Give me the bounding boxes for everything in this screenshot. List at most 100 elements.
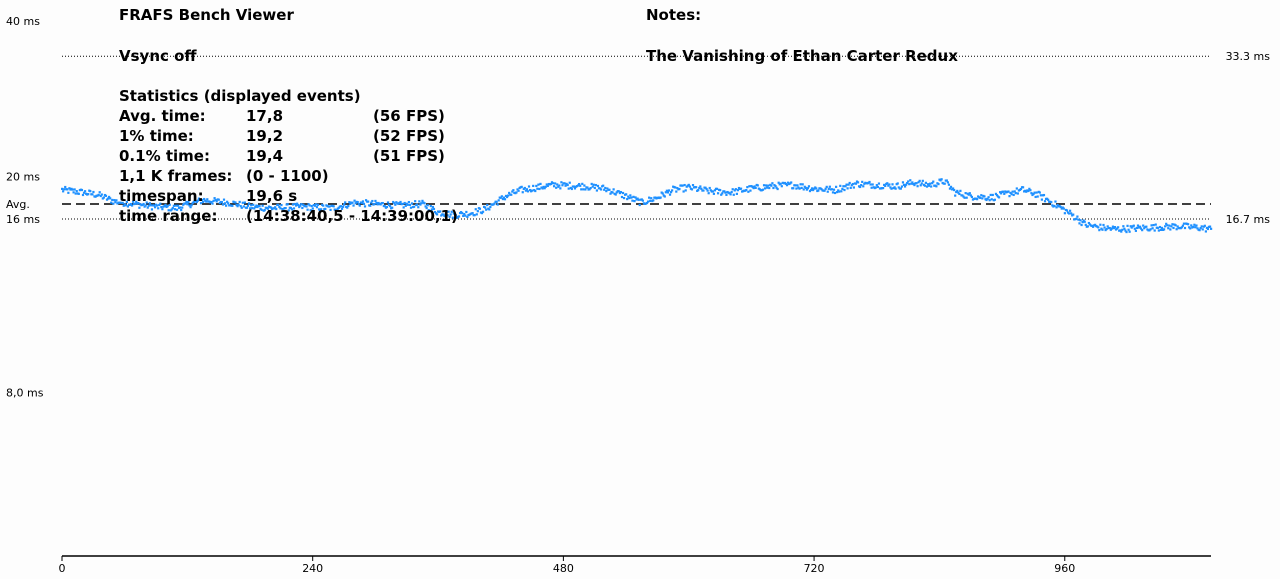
frametime-point: [1002, 190, 1005, 193]
frametime-point: [932, 180, 935, 183]
frametime-point: [751, 185, 754, 189]
frametime-point: [1166, 224, 1169, 227]
frametime-point: [442, 213, 445, 216]
frametime-point: [89, 190, 92, 193]
frametime-point: [68, 187, 71, 190]
frametime-point: [991, 193, 994, 197]
frametime-point: [61, 187, 64, 190]
frametime-point: [420, 202, 423, 205]
frametime-point: [845, 183, 848, 186]
frametime-point: [309, 209, 312, 212]
frametime-point: [92, 190, 95, 194]
frametime-point: [249, 207, 252, 210]
frametime-point: [227, 202, 230, 205]
frametime-point: [164, 203, 167, 207]
frametime-point: [1167, 227, 1170, 230]
frametime-point: [297, 203, 300, 207]
frametime-point: [275, 207, 278, 211]
x-axis: 0 240 480 720 960: [59, 555, 1211, 575]
frametime-point: [649, 199, 652, 202]
frametime-point: [790, 181, 793, 184]
frametime-point: [826, 190, 829, 193]
frametime-point: [664, 191, 667, 194]
frametime-point: [539, 182, 542, 186]
frametime-point: [1109, 228, 1112, 231]
stat-row-time-range: time range: (14:38:40,5 - 14:39:00,1): [119, 206, 458, 226]
frametime-point: [71, 188, 74, 191]
frametime-point: [899, 187, 902, 190]
frametime-point: [1193, 223, 1196, 226]
frametime-point: [363, 205, 367, 208]
frametime-point: [328, 205, 331, 208]
frametime-point: [1034, 195, 1037, 199]
frametime-point: [358, 204, 361, 207]
frametime-point: [956, 189, 959, 193]
frametime-point: [1065, 209, 1069, 212]
frametime-point: [476, 210, 479, 213]
frametime-point: [916, 185, 919, 188]
frametime-point: [671, 189, 674, 192]
frametime-point: [172, 204, 175, 207]
frametime-point: [1126, 224, 1129, 227]
frametime-point: [1067, 212, 1071, 215]
frametime-point: [1201, 228, 1204, 231]
frametime-point: [902, 183, 906, 186]
frametime-point: [1000, 192, 1003, 195]
frametime-point: [206, 198, 209, 201]
frametime-point: [1187, 223, 1190, 226]
frametime-point: [538, 187, 541, 191]
frametime-point: [622, 196, 626, 200]
frametime-point: [399, 200, 402, 204]
frametime-point: [735, 192, 738, 195]
frametime-point: [1068, 209, 1072, 212]
frametime-point: [935, 185, 938, 188]
y-tick-label: 8,0 ms: [6, 387, 44, 400]
frametime-point: [552, 185, 556, 188]
frametime-point: [115, 199, 118, 202]
frametime-point: [1013, 190, 1016, 193]
frametime-point: [502, 196, 506, 199]
frametime-point: [1070, 212, 1073, 215]
frametime-point: [500, 195, 503, 198]
frametime-point: [448, 215, 451, 218]
frametime-point: [619, 190, 623, 194]
frametime-point: [900, 185, 904, 188]
frametime-point: [551, 182, 555, 185]
frametime-point: [566, 183, 569, 187]
stat-label: 1% time:: [119, 127, 194, 145]
frametime-point: [1011, 190, 1014, 193]
frametime-point: [184, 202, 187, 205]
frametime-point: [1174, 224, 1177, 227]
frametime-point: [341, 205, 345, 208]
frametime-point: [1086, 225, 1089, 228]
frametime-point: [852, 186, 855, 189]
frametime-point: [1050, 201, 1053, 204]
frametime-point: [528, 188, 532, 192]
frametime-point: [158, 203, 161, 207]
frametime-point: [243, 201, 246, 204]
frametime-point: [1164, 225, 1167, 228]
frametime-point: [946, 181, 949, 184]
frametime-point: [646, 200, 650, 203]
frametime-point: [1117, 226, 1120, 229]
frametime-point: [251, 207, 254, 210]
frametime-point: [1208, 225, 1212, 228]
frametime-point: [394, 203, 397, 206]
frametime-point: [316, 203, 320, 206]
frametime-point: [823, 189, 826, 192]
frametime-point: [340, 207, 344, 210]
frametime-point: [920, 182, 923, 185]
frametime-point: [286, 203, 289, 206]
frametime-point: [919, 184, 922, 187]
frametime-point: [556, 183, 559, 186]
frametime-point: [231, 204, 234, 207]
frametime-point: [258, 205, 261, 208]
frametime-point: [945, 179, 948, 182]
frametime-point: [124, 204, 127, 207]
statistics-title: Statistics (displayed events): [119, 87, 361, 105]
frametime-point: [454, 214, 457, 217]
frametime-point: [431, 205, 435, 209]
frametime-point: [817, 189, 820, 192]
frametime-point: [1196, 227, 1199, 230]
frametime-point: [188, 204, 191, 207]
